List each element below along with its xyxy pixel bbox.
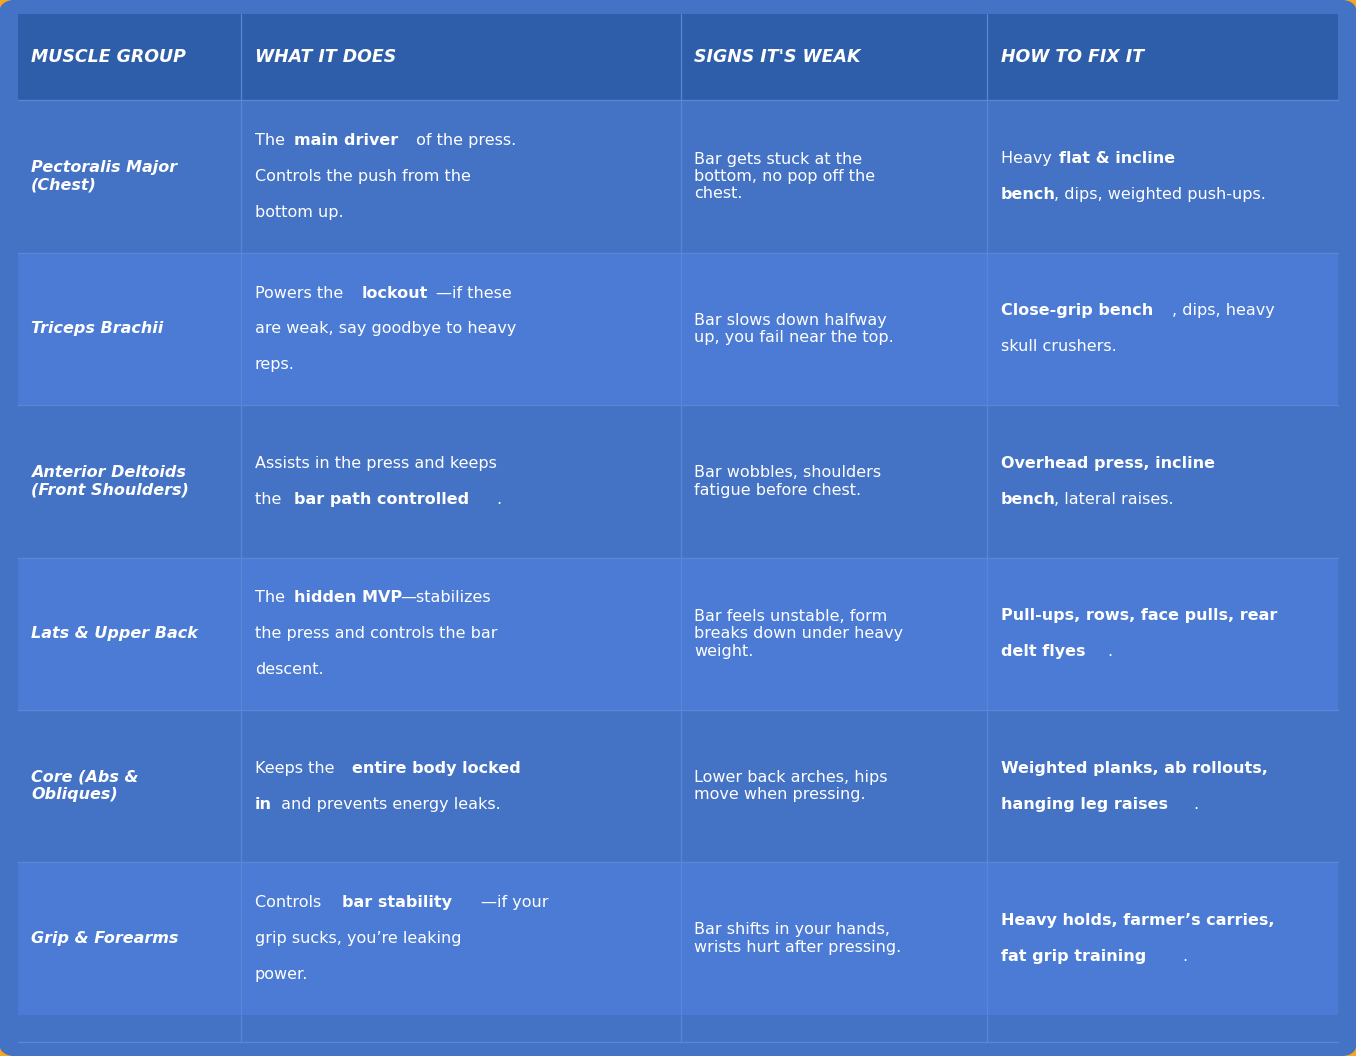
Text: of the press.: of the press. bbox=[411, 133, 517, 148]
Text: power.: power. bbox=[255, 967, 308, 982]
Text: The: The bbox=[255, 133, 290, 148]
Text: entire body locked: entire body locked bbox=[351, 760, 521, 776]
Text: —if these: —if these bbox=[437, 285, 511, 301]
Text: in: in bbox=[255, 796, 273, 812]
Text: Bar wobbles, shoulders
fatigue before chest.: Bar wobbles, shoulders fatigue before ch… bbox=[694, 465, 881, 497]
Text: grip sucks, you’re leaking: grip sucks, you’re leaking bbox=[255, 931, 461, 946]
Text: Close-grip bench: Close-grip bench bbox=[1001, 303, 1153, 319]
Text: Bar feels unstable, form
breaks down under heavy
weight.: Bar feels unstable, form breaks down und… bbox=[694, 609, 903, 659]
Text: The: The bbox=[255, 590, 290, 605]
Text: , dips, heavy: , dips, heavy bbox=[1172, 303, 1275, 319]
Text: —if your: —if your bbox=[481, 895, 548, 910]
Text: , dips, weighted push-ups.: , dips, weighted push-ups. bbox=[1054, 187, 1267, 202]
Text: .: . bbox=[1193, 796, 1199, 812]
Text: Triceps Brachii: Triceps Brachii bbox=[31, 321, 164, 337]
Text: Heavy holds, farmer’s carries,: Heavy holds, farmer’s carries, bbox=[1001, 913, 1275, 928]
Text: Grip & Forearms: Grip & Forearms bbox=[31, 931, 179, 946]
Text: Overhead press, incline: Overhead press, incline bbox=[1001, 456, 1215, 471]
Text: Pull-ups, rows, face pulls, rear: Pull-ups, rows, face pulls, rear bbox=[1001, 608, 1277, 623]
Text: Controls the push from the: Controls the push from the bbox=[255, 169, 471, 184]
Text: fat grip training: fat grip training bbox=[1001, 949, 1146, 964]
FancyBboxPatch shape bbox=[18, 406, 1338, 558]
FancyBboxPatch shape bbox=[18, 14, 1338, 100]
Text: .: . bbox=[1108, 644, 1113, 659]
FancyBboxPatch shape bbox=[18, 710, 1338, 863]
Text: .: . bbox=[496, 492, 502, 507]
Text: Controls: Controls bbox=[255, 895, 327, 910]
FancyBboxPatch shape bbox=[18, 558, 1338, 710]
Text: Weighted planks, ab rollouts,: Weighted planks, ab rollouts, bbox=[1001, 760, 1268, 776]
FancyBboxPatch shape bbox=[18, 252, 1338, 406]
Text: reps.: reps. bbox=[255, 357, 294, 373]
Text: Keeps the: Keeps the bbox=[255, 760, 339, 776]
Text: hidden MVP: hidden MVP bbox=[294, 590, 401, 605]
Text: MUSCLE GROUP: MUSCLE GROUP bbox=[31, 48, 186, 67]
Text: bench: bench bbox=[1001, 492, 1055, 507]
Text: Powers the: Powers the bbox=[255, 285, 348, 301]
Text: Heavy: Heavy bbox=[1001, 151, 1056, 166]
Text: Lower back arches, hips
move when pressing.: Lower back arches, hips move when pressi… bbox=[694, 770, 888, 803]
Text: SIGNS IT'S WEAK: SIGNS IT'S WEAK bbox=[694, 48, 861, 67]
Text: main driver: main driver bbox=[294, 133, 397, 148]
Text: the: the bbox=[255, 492, 286, 507]
Text: Bar slows down halfway
up, you fail near the top.: Bar slows down halfway up, you fail near… bbox=[694, 313, 894, 345]
Text: are weak, say goodbye to heavy: are weak, say goodbye to heavy bbox=[255, 321, 517, 337]
Text: flat & incline: flat & incline bbox=[1059, 151, 1174, 166]
Text: hanging leg raises: hanging leg raises bbox=[1001, 796, 1168, 812]
Text: delt flyes: delt flyes bbox=[1001, 644, 1085, 659]
Text: Core (Abs &
Obliques): Core (Abs & Obliques) bbox=[31, 770, 138, 803]
Text: Bar shifts in your hands,
wrists hurt after pressing.: Bar shifts in your hands, wrists hurt af… bbox=[694, 922, 902, 955]
Text: Anterior Deltoids
(Front Shoulders): Anterior Deltoids (Front Shoulders) bbox=[31, 465, 188, 497]
Text: bench: bench bbox=[1001, 187, 1055, 202]
FancyBboxPatch shape bbox=[18, 863, 1338, 1015]
Text: bar path controlled: bar path controlled bbox=[294, 492, 469, 507]
Text: —stabilizes: —stabilizes bbox=[400, 590, 491, 605]
Text: the press and controls the bar: the press and controls the bar bbox=[255, 626, 498, 641]
Text: WHAT IT DOES: WHAT IT DOES bbox=[255, 48, 396, 67]
Text: bar stability: bar stability bbox=[342, 895, 452, 910]
Text: Assists in the press and keeps: Assists in the press and keeps bbox=[255, 456, 496, 471]
Text: and prevents energy leaks.: and prevents energy leaks. bbox=[277, 796, 500, 812]
Text: Pectoralis Major
(Chest): Pectoralis Major (Chest) bbox=[31, 161, 178, 193]
Text: Bar gets stuck at the
bottom, no pop off the
chest.: Bar gets stuck at the bottom, no pop off… bbox=[694, 152, 876, 202]
Text: descent.: descent. bbox=[255, 662, 324, 677]
Text: .: . bbox=[1182, 949, 1188, 964]
Text: skull crushers.: skull crushers. bbox=[1001, 339, 1116, 355]
Text: , lateral raises.: , lateral raises. bbox=[1054, 492, 1174, 507]
Text: lockout: lockout bbox=[361, 285, 427, 301]
Text: HOW TO FIX IT: HOW TO FIX IT bbox=[1001, 48, 1144, 67]
FancyBboxPatch shape bbox=[18, 100, 1338, 252]
Text: bottom up.: bottom up. bbox=[255, 205, 343, 220]
Text: Lats & Upper Back: Lats & Upper Back bbox=[31, 626, 198, 641]
